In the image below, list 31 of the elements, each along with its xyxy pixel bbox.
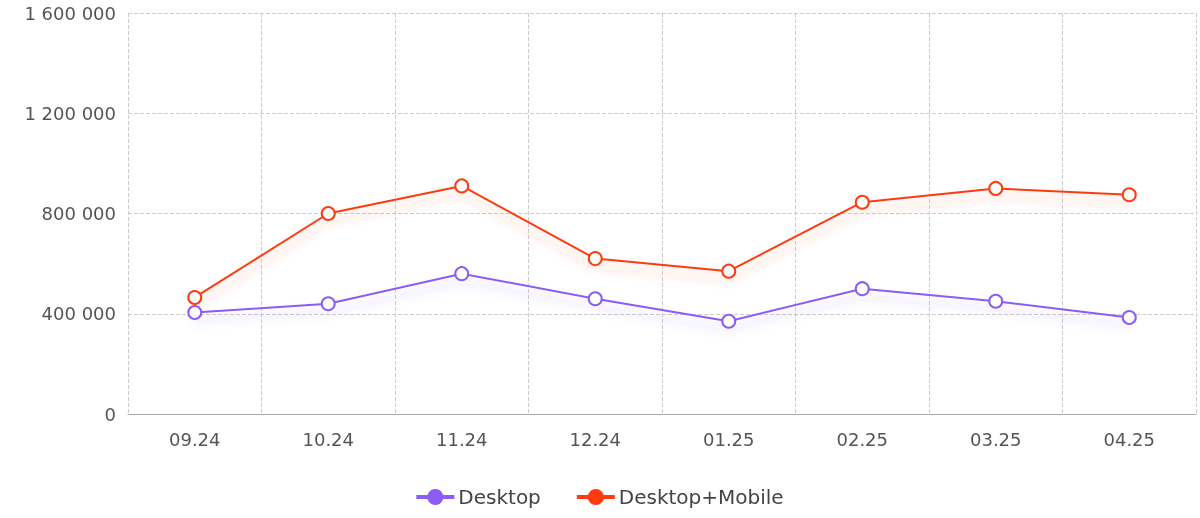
legend-label: Desktop+Mobile xyxy=(618,485,784,509)
point xyxy=(587,291,603,307)
y-tick-label: 1 200 000 xyxy=(24,102,116,124)
x-tick-label: 11.24 xyxy=(435,428,488,450)
point xyxy=(721,313,737,329)
y-tick-label: 1 600 000 xyxy=(24,2,116,24)
point xyxy=(721,263,737,279)
x-tick-label: 02.25 xyxy=(836,428,889,450)
point xyxy=(1121,187,1137,203)
point xyxy=(854,281,870,297)
point xyxy=(587,251,603,267)
point xyxy=(454,266,470,282)
x-tick-label: 03.25 xyxy=(969,428,1022,450)
point xyxy=(320,296,336,312)
point xyxy=(988,180,1004,196)
legend-label: Desktop xyxy=(458,485,541,509)
y-tick-label: 0 xyxy=(104,403,116,425)
y-tick-label: 800 000 xyxy=(41,203,116,224)
point xyxy=(988,293,1004,309)
x-tick-label: 04.25 xyxy=(1103,428,1156,450)
x-tick-label: 01.25 xyxy=(702,428,755,450)
x-tick-label: 09.24 xyxy=(168,428,221,450)
point xyxy=(187,305,203,320)
point xyxy=(454,178,470,194)
point xyxy=(187,289,203,305)
y-tick-label: 400 000 xyxy=(41,303,116,325)
x-tick-label: 10.24 xyxy=(302,428,355,450)
point xyxy=(1121,310,1137,326)
x-tick-label: 12.24 xyxy=(569,428,622,450)
point xyxy=(320,206,336,221)
point xyxy=(854,194,870,210)
